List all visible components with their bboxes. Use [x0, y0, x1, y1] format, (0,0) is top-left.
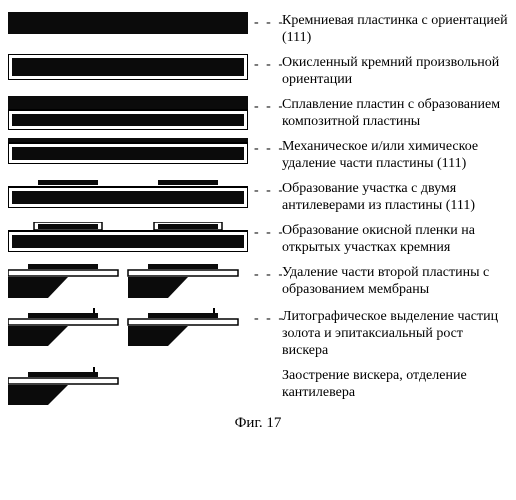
figure-caption: Фиг. 17	[8, 415, 508, 432]
leader-dashes: - - -	[254, 222, 282, 240]
step-2-label: Окисленный кремний произвольной ориентац…	[282, 54, 508, 88]
leader-dashes: - - -	[254, 180, 282, 198]
step-9-label: Заострение вискера, отделение кантилевер…	[282, 367, 508, 401]
leader-dashes: - - -	[254, 96, 282, 114]
leader-dashes: - - -	[254, 308, 282, 326]
step-3-label: Сплавление пластин с образованием композ…	[282, 96, 508, 130]
leader-dashes: - - -	[254, 54, 282, 72]
step-1-illustration	[8, 12, 248, 34]
step-4-illustration	[8, 138, 248, 164]
step-5-illustration	[8, 180, 248, 208]
step-6-illustration	[8, 222, 248, 252]
step-8-label: Литографическое выделение частиц золота …	[282, 308, 508, 359]
step-4-label: Механическое и/или химическое удаление ч…	[282, 138, 508, 172]
step-2-illustration	[8, 54, 248, 80]
leader-dashes: - - -	[254, 138, 282, 156]
leader-dashes: - - -	[254, 12, 282, 30]
step-9-illustration	[8, 367, 248, 407]
step-1-label: Кремниевая пластинка с ориентацией (111)	[282, 12, 508, 46]
step-7-label: Удаление части второй пластины с образов…	[282, 264, 508, 298]
step-7-illustration	[8, 264, 248, 300]
leader-dashes	[254, 367, 282, 371]
leader-dashes: - - -	[254, 264, 282, 282]
step-8-illustration	[8, 308, 248, 348]
step-6-label: Образование окисной пленки на открытых у…	[282, 222, 508, 256]
step-3-illustration	[8, 96, 248, 130]
step-5-label: Образование участка с двумя антилеверами…	[282, 180, 508, 214]
